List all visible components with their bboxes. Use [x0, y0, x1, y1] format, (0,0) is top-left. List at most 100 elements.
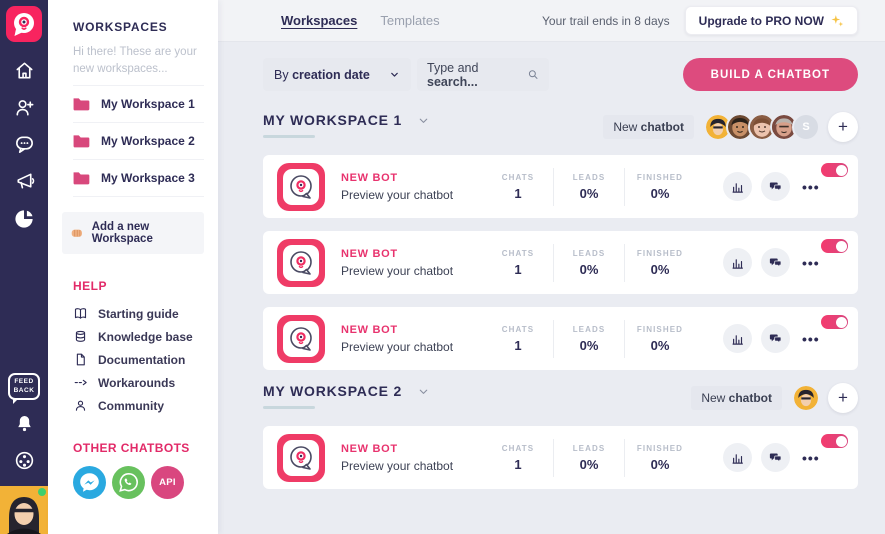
sidebar-item-knowledge-base[interactable]: Knowledge base	[73, 325, 204, 348]
bar-chart-icon	[731, 258, 743, 269]
bot-metrics-button[interactable]	[723, 248, 752, 277]
bot-enabled-toggle[interactable]	[821, 434, 848, 448]
more-options-button[interactable]: •••	[802, 178, 820, 195]
help-ball-icon[interactable]	[13, 449, 36, 472]
workspaces-title: WORKSPACES	[73, 20, 168, 34]
new-chatbot-badge[interactable]: New chatbot	[691, 386, 782, 410]
sidebar-item-workspace-1[interactable]: My Workspace 1	[73, 86, 204, 124]
more-options-button[interactable]: •••	[802, 449, 820, 466]
bot-enabled-toggle[interactable]	[821, 239, 848, 253]
bot-chats-button[interactable]	[761, 248, 790, 277]
sidebar-item-workspace-3[interactable]: My Workspace 3	[73, 160, 204, 198]
bot-chats-button[interactable]	[761, 324, 790, 353]
bot-metrics-button[interactable]	[723, 324, 752, 353]
workspace-2-header: MY WORKSPACE 2 New chatbot +	[263, 383, 858, 413]
bot-enabled-toggle[interactable]	[821, 315, 848, 329]
add-user-icon[interactable]	[13, 96, 36, 119]
stat-value: 0%	[579, 456, 599, 472]
member-avatar-initial[interactable]: S	[792, 113, 820, 141]
stat-value: 1	[514, 337, 522, 353]
more-options-button[interactable]: •••	[802, 330, 820, 347]
bot-chats-button[interactable]	[761, 443, 790, 472]
add-member-button[interactable]: +	[828, 383, 858, 413]
stat-value: 0%	[650, 185, 670, 201]
document-icon	[76, 353, 85, 366]
member-avatar[interactable]	[770, 113, 798, 141]
chats-icon[interactable]	[13, 133, 36, 156]
home-icon[interactable]	[13, 59, 36, 82]
upgrade-label: Upgrade to PRO NOW	[698, 13, 824, 28]
landbot-logo-icon[interactable]	[6, 6, 42, 42]
bot-preview-link[interactable]: Preview your chatbot	[341, 458, 454, 473]
member-avatar[interactable]	[726, 113, 754, 141]
sidebar-item-community[interactable]: Community	[73, 394, 204, 417]
chat-bubbles-icon	[769, 182, 782, 192]
bot-stats: CHATS 1 LEADS 0% FINISHED 0%	[487, 438, 691, 477]
bot-name[interactable]: NEW BOT	[341, 442, 398, 455]
content-scroll[interactable]: By creation date Type and search... BUIL…	[218, 42, 885, 534]
online-status-dot	[38, 488, 46, 496]
analytics-pie-icon[interactable]	[13, 207, 36, 230]
bot-name[interactable]: NEW BOT	[341, 323, 398, 336]
feedback-button[interactable]: FEED BACK	[7, 373, 41, 404]
bot-name[interactable]: NEW BOT	[341, 247, 398, 260]
bot-enabled-toggle[interactable]	[821, 163, 848, 177]
bot-metrics-button[interactable]	[723, 172, 752, 201]
new-chatbot-badge[interactable]: New chatbot	[603, 115, 694, 139]
workspaces-sidebar: WORKSPACES Hi there! These are your new …	[48, 0, 218, 534]
notifications-bell-icon[interactable]	[13, 412, 36, 435]
folder-icon	[73, 172, 90, 185]
bot-chats-button[interactable]	[761, 172, 790, 201]
build-a-chatbot-button[interactable]: BUILD A CHATBOT	[682, 58, 858, 91]
tab-workspaces[interactable]: Workspaces	[281, 13, 358, 28]
sidebar-item-starting-guide[interactable]: Starting guide	[73, 302, 204, 325]
bot-name[interactable]: NEW BOT	[341, 171, 398, 184]
whatsapp-icon[interactable]	[112, 466, 145, 500]
database-icon	[75, 331, 86, 343]
api-icon[interactable]: API	[151, 466, 184, 500]
bot-avatar-icon[interactable]	[277, 314, 325, 363]
add-member-button[interactable]: +	[828, 112, 858, 142]
section-underline	[263, 135, 315, 138]
bot-preview-link[interactable]: Preview your chatbot	[341, 263, 454, 278]
sidebar-item-workarounds[interactable]: Workarounds	[73, 371, 204, 394]
sidebar-item-workspace-2[interactable]: My Workspace 2	[73, 123, 204, 161]
stat-value: 0%	[650, 456, 670, 472]
bot-avatar-icon[interactable]	[277, 162, 325, 211]
bot-row[interactable]: NEW BOT Preview your chatbot CHATS 1 LEAD…	[263, 307, 858, 370]
bot-stats: CHATS 1 LEADS 0% FINISHED 0%	[487, 167, 691, 206]
bar-chart-icon	[731, 453, 743, 464]
book-icon	[74, 308, 87, 320]
sort-dropdown[interactable]: By creation date	[263, 58, 411, 91]
campaigns-megaphone-icon[interactable]	[13, 170, 36, 193]
bot-preview-link[interactable]: Preview your chatbot	[341, 339, 454, 354]
workspace-2-title-row[interactable]: MY WORKSPACE 2	[263, 383, 430, 399]
upgrade-pro-button[interactable]: Upgrade to PRO NOW	[684, 6, 858, 35]
stat-label: FINISHED	[636, 172, 684, 182]
bot-avatar-icon[interactable]	[277, 433, 325, 482]
workaround-route-icon	[74, 380, 87, 386]
bot-row[interactable]: NEW BOT Preview your chatbot CHATS 1 LEAD…	[263, 231, 858, 294]
section-title: MY WORKSPACE 2	[263, 383, 403, 399]
sidebar-item-documentation[interactable]: Documentation	[73, 348, 204, 371]
nav-rail: FEED BACK	[0, 0, 48, 534]
tab-templates[interactable]: Templates	[380, 13, 440, 28]
user-avatar[interactable]	[0, 486, 48, 534]
bar-chart-icon	[731, 182, 743, 193]
workspace-label: My Workspace 3	[101, 171, 195, 186]
bot-preview-link[interactable]: Preview your chatbot	[341, 187, 454, 202]
bot-row[interactable]: NEW BOT Preview your chatbot CHATS 1 LEAD…	[263, 155, 858, 218]
bot-row[interactable]: NEW BOT Preview your chatbot CHATS 1 LEAD…	[263, 426, 858, 489]
stat-label: FINISHED	[636, 248, 684, 258]
search-input[interactable]: Type and search...	[417, 58, 549, 91]
workspace-1-title-row[interactable]: MY WORKSPACE 1	[263, 112, 430, 128]
member-avatar[interactable]	[792, 384, 820, 412]
bot-avatar-icon[interactable]	[277, 238, 325, 287]
stat-label: CHATS	[501, 172, 535, 182]
add-workspace-button[interactable]: Add a new Workspace	[62, 212, 204, 255]
messenger-icon[interactable]	[73, 466, 106, 500]
bot-metrics-button[interactable]	[723, 443, 752, 472]
search-icon	[528, 70, 538, 79]
more-options-button[interactable]: •••	[802, 254, 820, 271]
